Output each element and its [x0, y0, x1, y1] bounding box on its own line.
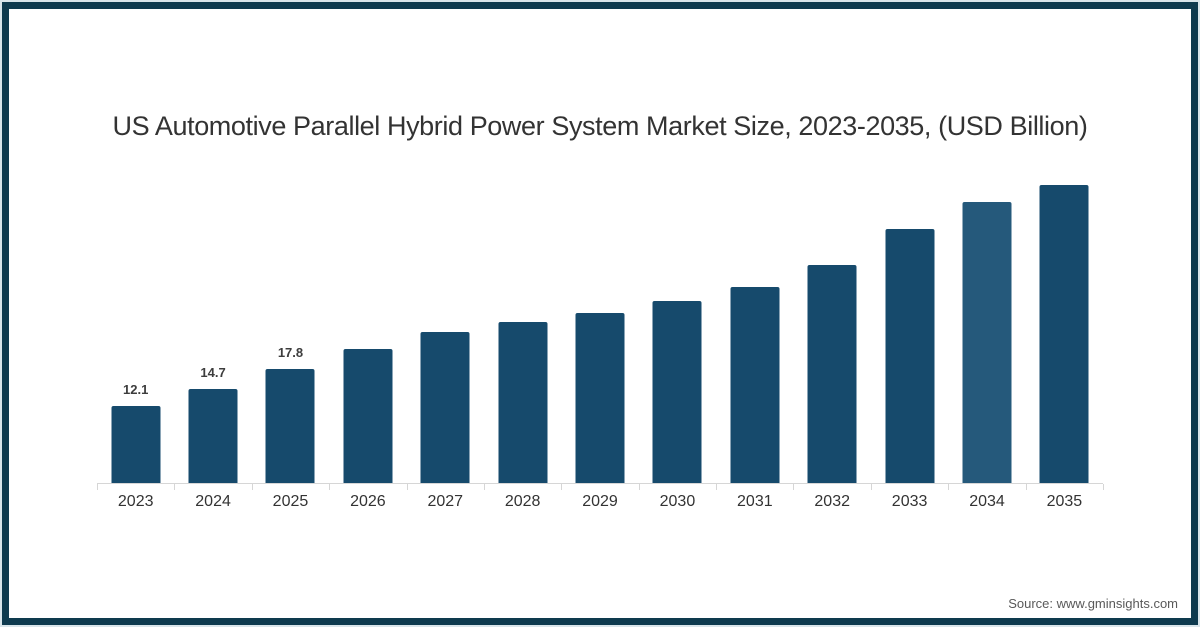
- plot-area: 12.1 14.7 17.8 2023 2024 2025 2026 2027 2028 202…: [97, 180, 1104, 511]
- axis-tick: [561, 484, 563, 490]
- bar-2024: [188, 389, 238, 483]
- bar-2028: [498, 322, 548, 483]
- axis-tick: [638, 484, 640, 490]
- bar-2033: [885, 229, 935, 483]
- axis-tick: [1025, 484, 1027, 490]
- bar-2029: [575, 313, 625, 483]
- axis-tick: [483, 484, 485, 490]
- x-axis-label-2032: 2032: [814, 493, 850, 510]
- x-axis-label-2031: 2031: [737, 493, 773, 510]
- bar-2030: [652, 301, 702, 483]
- bar-group-2029: [561, 180, 638, 483]
- x-axis-labels: 2023 2024 2025 2026 2027 2028 2029 2030 2031 2032…: [97, 493, 1103, 511]
- bar-group-2027: [407, 180, 484, 483]
- bar-group-2025: 17.8: [252, 180, 329, 483]
- axis-tick: [251, 484, 253, 490]
- bar-group-2033: [871, 180, 948, 483]
- bar-value-label-2023: 12.1: [123, 382, 149, 397]
- axis-tick: [870, 484, 872, 490]
- x-axis-label-2029: 2029: [582, 493, 618, 510]
- bar-group-2028: [484, 180, 561, 483]
- x-axis-label-2026: 2026: [350, 493, 386, 510]
- axis-tick: [793, 484, 795, 490]
- x-axis-label-2030: 2030: [659, 493, 696, 510]
- bar-group-2026: [329, 180, 406, 483]
- bar-group-2035: [1026, 180, 1103, 483]
- x-axis-label-2033: 2033: [891, 493, 928, 510]
- bar-2027: [420, 332, 470, 483]
- x-axis-label-2027: 2027: [427, 493, 464, 510]
- chart-title: US Automotive Parallel Hybrid Power Syst…: [112, 111, 1088, 141]
- axis-tick: [948, 484, 950, 490]
- bar-group-2034: [948, 180, 1025, 483]
- axis-tick: [329, 484, 331, 490]
- axis-tick: [1103, 484, 1104, 490]
- bar-group-2023: 12.1: [97, 180, 174, 483]
- bar-2035: [1039, 185, 1089, 483]
- bar-group-2032: [794, 180, 871, 483]
- axis-tick: [174, 484, 176, 490]
- x-axis-label-2024: 2024: [195, 493, 231, 510]
- bar-2034: [962, 202, 1012, 483]
- x-axis-label-2025: 2025: [272, 493, 309, 510]
- x-axis-label-2035: 2035: [1046, 493, 1083, 510]
- bar-group-2031: [716, 180, 793, 483]
- bar-2023: [111, 406, 161, 483]
- bar-value-label-2024: 14.7: [200, 365, 226, 380]
- bar-group-2024: 14.7: [174, 180, 251, 483]
- x-axis-label-2028: 2028: [504, 493, 541, 510]
- axis-tick: [406, 484, 408, 490]
- axis-tick: [716, 484, 718, 490]
- x-axis-ticks: [97, 484, 1104, 490]
- bar-2031: [730, 287, 780, 483]
- axis-tick: [97, 484, 98, 490]
- bar-value-label-2025: 17.8: [277, 345, 304, 360]
- source-label: Source: www.gminsights.com: [1008, 596, 1178, 611]
- bars-row: 12.1 14.7 17.8: [97, 180, 1103, 484]
- bar-group-2030: [639, 180, 716, 483]
- bar-2026: [343, 349, 393, 483]
- bar-2025: [265, 369, 315, 483]
- x-axis-label-2023: 2023: [117, 493, 154, 510]
- x-axis-label-2034: 2034: [969, 493, 1005, 510]
- bar-2032: [807, 265, 857, 483]
